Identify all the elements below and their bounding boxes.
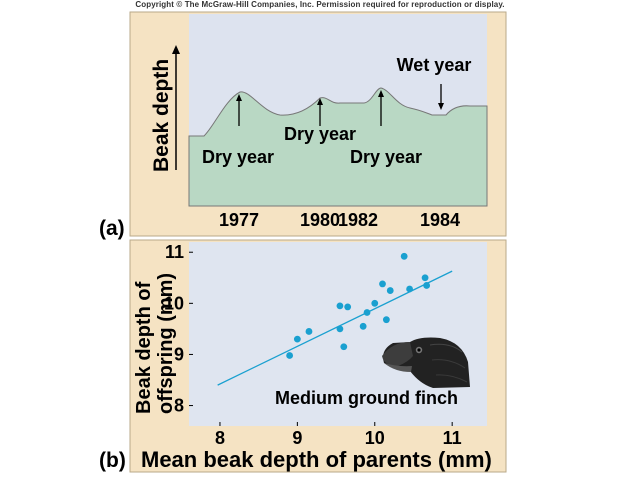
data-point-6 xyxy=(344,303,352,311)
annotation-dry-year-2: Dry year xyxy=(350,147,422,167)
data-point-2 xyxy=(305,328,313,335)
year-arrowhead-0 xyxy=(236,94,242,101)
finch-icon xyxy=(382,337,470,388)
data-point-16 xyxy=(423,282,431,289)
data-point-4 xyxy=(336,325,344,333)
panel-b-xlabel: Mean beak depth of parents (mm) xyxy=(141,447,492,472)
annotation-dry-year-0: Dry year xyxy=(202,147,274,167)
x-tick-label-8: 8 xyxy=(215,428,225,448)
data-point-8 xyxy=(363,309,371,316)
year-arrowhead-3 xyxy=(438,103,444,110)
panel-a-tick-1977: 1977 xyxy=(219,210,259,230)
data-point-13 xyxy=(400,252,408,260)
year-arrowhead-1 xyxy=(317,98,323,105)
x-tick-label-9: 9 xyxy=(292,428,302,448)
x-tick-label-10: 10 xyxy=(365,428,385,448)
regression-line xyxy=(217,270,453,386)
data-point-10 xyxy=(379,280,386,288)
panel-b-plot xyxy=(189,242,487,426)
y-tick-label-9: 9 xyxy=(174,344,184,364)
panel-b-ylabel-line2: offspring (mm) xyxy=(155,273,177,414)
panel-b-axes: 8 9 10 11 8 9 10 11 xyxy=(164,242,462,448)
y-tick-label-11: 11 xyxy=(165,242,184,262)
year-arrows xyxy=(236,84,444,126)
panel-a-ylabel: Beak depth xyxy=(150,59,173,172)
y-tick-label-8: 8 xyxy=(174,396,184,416)
panel-a-label: (a) xyxy=(99,217,125,240)
data-point-15 xyxy=(421,274,429,282)
data-point-3 xyxy=(336,302,344,310)
copyright-notice: Copyright © The McGraw-Hill Companies, I… xyxy=(135,0,505,9)
y-axis-arrowhead xyxy=(172,45,180,54)
data-point-0 xyxy=(286,352,294,359)
data-point-5 xyxy=(340,343,348,351)
panel-a-tick-1980: 1980 xyxy=(300,210,340,230)
year-arrowhead-2 xyxy=(378,90,384,97)
finch-label: Medium ground finch xyxy=(275,388,458,408)
data-point-11 xyxy=(382,316,390,324)
panel-b-ylabel-line1: Beak depth of xyxy=(133,281,155,414)
annotation-dry-year-1: Dry year xyxy=(284,124,356,144)
data-point-12 xyxy=(386,287,394,294)
data-point-14 xyxy=(406,285,413,293)
beak-depth-area xyxy=(188,87,488,207)
data-point-7 xyxy=(359,322,367,330)
annotation-wet-year-3: Wet year xyxy=(397,55,472,75)
scatter-points xyxy=(286,252,431,359)
data-point-9 xyxy=(371,299,379,307)
panel-a-annotations: Dry year Dry year Dry year Wet year xyxy=(202,55,471,167)
panel-a-tick-1984: 1984 xyxy=(420,210,460,230)
panel-a-tick-1982: 1982 xyxy=(338,210,378,230)
data-point-1 xyxy=(293,335,301,343)
x-tick-label-11: 11 xyxy=(443,428,462,448)
panel-b-label: (b) xyxy=(99,449,126,472)
y-tick-label-10: 10 xyxy=(164,293,184,313)
